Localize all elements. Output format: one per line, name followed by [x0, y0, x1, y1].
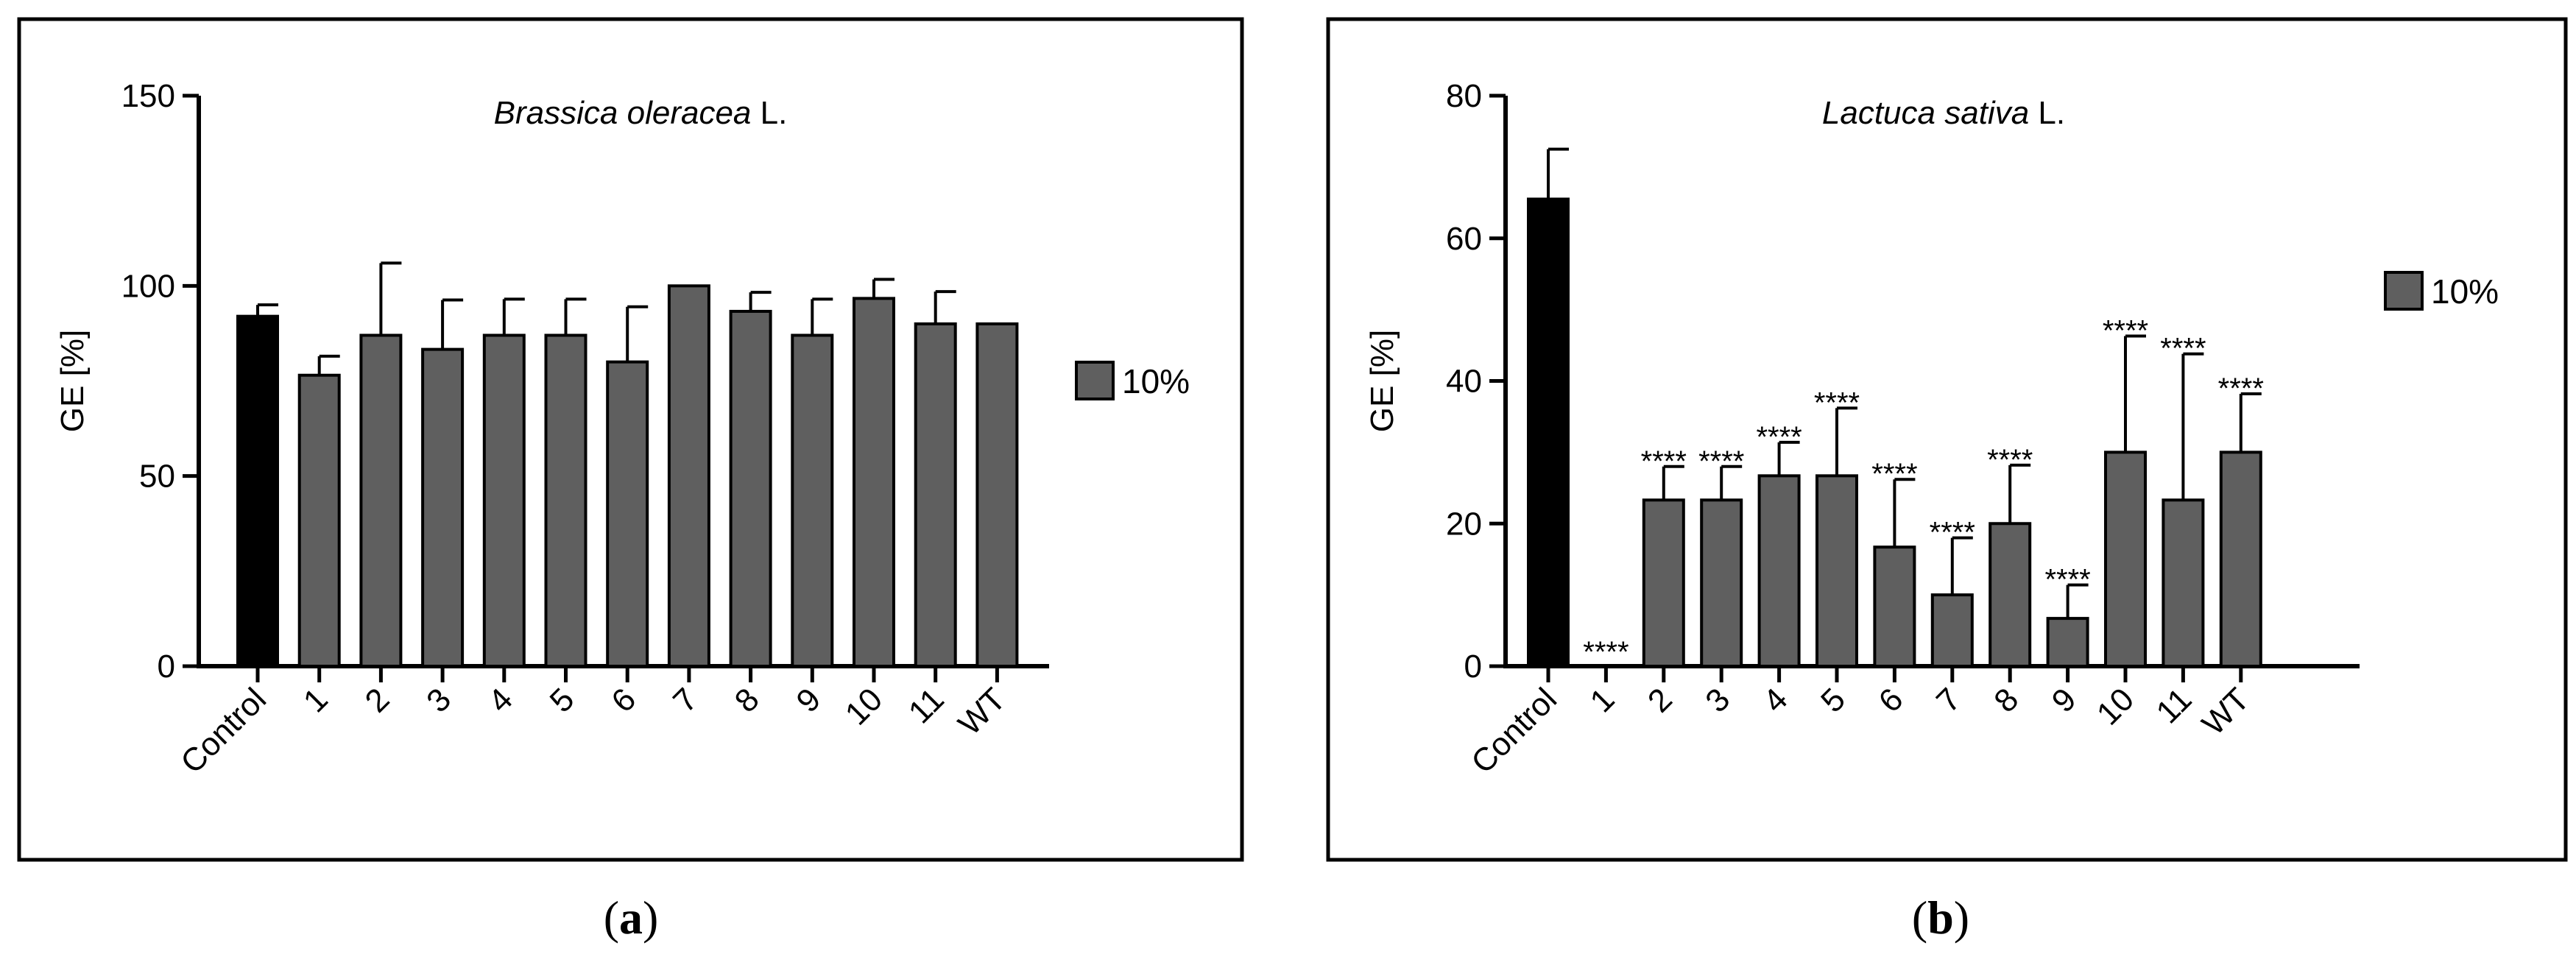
chart-a-bar [236, 314, 279, 668]
chart-a: Brassica oleracea L. GE [%] 0 50 100 150 Contr… [54, 78, 1190, 944]
chart-b-significance: **** [1987, 444, 2033, 476]
chart-b-legend-label: 10% [2431, 272, 2499, 311]
chart-b-significance: **** [1814, 386, 1860, 419]
panel-b-label-letter: b [1927, 891, 1954, 944]
chart-b-significance: **** [2044, 564, 2090, 596]
chart-b-ytick-label: 20 [1446, 506, 1482, 542]
chart-a-bar [729, 309, 772, 668]
chart-a-xtick-label: 6 [604, 681, 643, 719]
chart-a-ytick-label: 0 [158, 649, 175, 685]
chart-b-bar [2219, 451, 2262, 668]
panel-a-label: (a) [604, 891, 659, 944]
chart-b-xtick-label: 3 [1698, 681, 1737, 719]
chart-a-xtick-label: 4 [481, 681, 520, 719]
chart-b-xtick-label: WT [2195, 681, 2256, 742]
chart-b-bar [1642, 498, 1685, 668]
chart-a-xtick-label: WT [951, 681, 1012, 742]
chart-a-bar [606, 360, 649, 668]
chart-b-bar [2162, 498, 2205, 668]
chart-b-significance: **** [2160, 333, 2206, 365]
panel-a-label-open: ( [604, 891, 619, 944]
chart-a-bar [359, 333, 403, 668]
chart-b-title-rest: L. [2029, 95, 2065, 131]
panel-b-label-close: ) [1954, 891, 1969, 944]
chart-b-bar [2104, 451, 2147, 668]
chart-a-bar [975, 322, 1019, 668]
chart-a-xtick-label: 10 [839, 681, 889, 732]
chart-a-xtick-label: Control [174, 681, 273, 780]
chart-a-bar [791, 333, 834, 668]
panel-a-frame [17, 17, 1244, 862]
chart-b-xtick-label: 9 [2045, 681, 2083, 719]
chart-b-significance: **** [2218, 372, 2264, 405]
chart-a-ytick-label: 150 [121, 78, 175, 114]
chart-a-bar [667, 284, 710, 668]
chart-b-ytick-label: 60 [1446, 221, 1482, 257]
chart-b-significance: **** [1641, 445, 1687, 478]
chart-b-xtick-label: 8 [1987, 681, 2025, 719]
chart-b-ytick-label: 40 [1446, 364, 1482, 400]
chart-b-significance: **** [1583, 636, 1628, 668]
chart-a-xtick-label: 9 [789, 681, 828, 719]
chart-b-bar [1873, 545, 1916, 668]
chart-b-significance: **** [1756, 421, 1802, 453]
chart-b-xtick-label: 11 [2150, 681, 2199, 730]
chart-b-bar [1989, 522, 2032, 668]
chart-b-legend-swatch [2384, 271, 2424, 311]
chart-a-bar [544, 333, 587, 668]
chart-b-title: Lactuca sativa L. [1822, 95, 2065, 131]
chart-a-bar [297, 373, 341, 668]
chart-b-xtick-label: 10 [2090, 681, 2141, 732]
chart-b: Lactuca sativa L. GE [%] 0 20 40 60 80 Control *… [1364, 78, 2499, 944]
chart-b-ylabel: GE [%] [1364, 330, 1400, 432]
chart-b-xtick-label: Control [1464, 681, 1564, 780]
chart-a-bar [421, 347, 465, 668]
chart-a-ytick-label: 100 [121, 268, 175, 304]
chart-a-xtick-label: 11 [902, 681, 951, 730]
chart-a-bar [482, 333, 526, 668]
chart-a-bar [914, 322, 957, 668]
chart-b-xtick-label: 6 [1872, 681, 1910, 719]
panel-b-label-open: ( [1912, 891, 1927, 944]
chart-a-bar [853, 297, 895, 668]
chart-b-bar [1757, 474, 1801, 668]
chart-a-title-italic: Brassica oleracea [494, 95, 752, 131]
chart-b-bar [1700, 498, 1743, 668]
panel-a-label-letter: a [619, 891, 643, 944]
chart-b-xtick-label: 2 [1641, 681, 1679, 719]
chart-a-xtick-label: 2 [359, 681, 397, 719]
panel-a-label-close: ) [643, 891, 658, 944]
chart-b-ytick-label: 0 [1464, 649, 1482, 685]
chart-b-xtick-label: 4 [1757, 681, 1795, 719]
chart-a-title-rest: L. [751, 95, 787, 131]
chart-b-bar [1930, 593, 1974, 668]
panel-b-label: (b) [1912, 891, 1969, 944]
chart-b-xtick-label: 7 [1930, 681, 1968, 719]
chart-a-xtick-label: 3 [420, 681, 458, 719]
chart-b-bar [2046, 617, 2089, 668]
chart-a-xtick-label: 8 [728, 681, 766, 719]
panel-b-frame [1326, 17, 2568, 862]
chart-a-ytick-label: 50 [139, 459, 175, 495]
chart-b-significance: **** [1930, 517, 1975, 549]
chart-a-title: Brassica oleracea L. [494, 95, 788, 131]
chart-b-xtick-label: 1 [1584, 681, 1622, 719]
chart-b-significance: **** [2103, 314, 2148, 347]
chart-b-xtick-label: 5 [1814, 681, 1852, 719]
chart-b-ytick-label: 80 [1446, 78, 1482, 114]
chart-b-bar [1815, 474, 1858, 668]
chart-a-legend-swatch [1075, 361, 1115, 400]
chart-b-significance: **** [1698, 445, 1744, 478]
chart-b-significance: **** [1871, 458, 1917, 490]
chart-a-ylabel: GE [%] [54, 330, 91, 432]
chart-a-legend-label: 10% [1122, 362, 1190, 400]
chart-a-xtick-label: 1 [297, 681, 335, 719]
chart-a-xtick-label: 5 [543, 681, 582, 719]
chart-a-xtick-label: 7 [666, 681, 705, 719]
chart-b-title-italic: Lactuca sativa [1822, 95, 2029, 131]
chart-b-bar [1527, 197, 1570, 668]
